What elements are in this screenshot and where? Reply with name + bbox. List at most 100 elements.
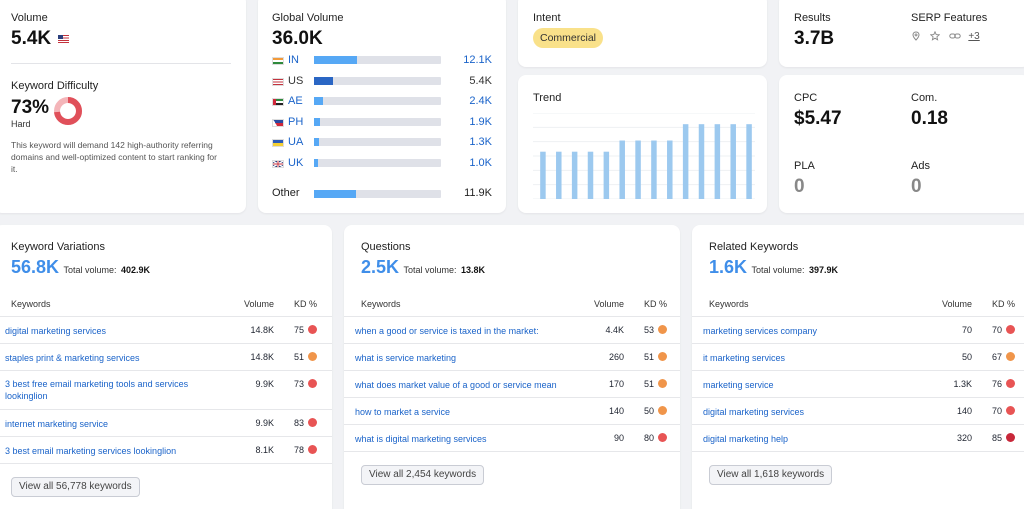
table-title: Keyword Variations <box>11 241 105 253</box>
kd-dot-icon <box>1006 379 1015 388</box>
keyword-link[interactable]: how to market a service <box>355 407 451 417</box>
uae-flag-icon <box>272 98 284 107</box>
keyword-link[interactable]: digital marketing services <box>703 407 805 417</box>
keyword-link[interactable]: marketing services company <box>703 326 818 336</box>
table-row: what is service marketing 260 51 <box>344 343 680 370</box>
country-bar-ua <box>314 138 441 147</box>
serp-more-link[interactable]: +3 <box>968 31 980 42</box>
keyword-volume: 140 <box>956 406 972 416</box>
keyword-link[interactable]: digital marketing services <box>5 326 107 336</box>
country-code-ph[interactable]: PH <box>288 115 304 128</box>
keyword-link[interactable]: 3 best email marketing services lookingl… <box>5 446 177 456</box>
keyword-link[interactable]: when a good or service is taxed in the m… <box>355 326 539 336</box>
view-all-button[interactable]: View all 2,454 keywords <box>361 465 485 485</box>
trend-label: Trend <box>533 92 562 104</box>
country-bar-fill <box>314 138 320 147</box>
trend-bar[interactable] <box>571 151 578 199</box>
trend-bar[interactable] <box>587 151 594 199</box>
country-volume-ua[interactable]: 1.3K <box>469 136 492 149</box>
keyword-volume: 50 <box>961 352 972 362</box>
country-volume-ae[interactable]: 2.4K <box>469 95 492 108</box>
trend-bar[interactable] <box>714 124 721 199</box>
ads-label: Ads <box>911 160 930 172</box>
serp-features-label: SERP Features <box>911 12 988 24</box>
india-flag-icon <box>272 57 284 65</box>
keyword-kd: 85 <box>991 433 1002 443</box>
col-kd[interactable]: KD % <box>293 299 317 309</box>
trend-bar[interactable] <box>635 140 641 199</box>
col-kd[interactable]: KD % <box>643 299 667 309</box>
table-row: marketing services company 70 70 <box>692 316 1024 343</box>
col-volume[interactable]: Volume <box>243 299 274 309</box>
country-code-ua[interactable]: UA <box>288 136 304 149</box>
country-bar-ae <box>314 97 441 106</box>
keyword-kd: 78 <box>293 445 304 455</box>
global-volume-label: Global Volume <box>272 12 344 24</box>
trend-bar[interactable] <box>682 124 689 199</box>
view-all-button[interactable]: View all 1,618 keywords <box>709 465 833 485</box>
keyword-link[interactable]: digital marketing help <box>703 434 789 444</box>
keyword-link[interactable]: marketing service <box>703 380 774 390</box>
keyword-volume: 70 <box>961 325 972 335</box>
kd-dot-icon <box>1006 406 1015 415</box>
keyword-kd: 70 <box>991 325 1002 335</box>
keyword-kd: 75 <box>293 325 304 335</box>
trend-bar[interactable] <box>698 124 705 199</box>
keyword-volume: 170 <box>608 379 624 389</box>
country-volume-uk[interactable]: 1.0K <box>469 157 492 169</box>
star-icon[interactable] <box>929 31 940 42</box>
table-row: what is digital marketing services 90 80 <box>344 424 680 451</box>
table-row: 3 best free email marketing tools and se… <box>0 370 332 409</box>
col-volume[interactable]: Volume <box>941 299 972 309</box>
country-code-uk[interactable]: UK <box>288 157 304 169</box>
country-bar-fill <box>314 97 323 106</box>
trend-bar[interactable] <box>540 151 546 199</box>
country-volume-in[interactable]: 12.1K <box>463 54 492 66</box>
intent-card: Intent Commercial <box>518 0 767 67</box>
kd-percent: 73% <box>11 97 50 118</box>
philippines-flag-icon <box>272 118 284 127</box>
trend-bar[interactable] <box>746 124 752 199</box>
trend-bar[interactable] <box>667 140 673 199</box>
col-volume[interactable]: Volume <box>593 299 624 309</box>
location-pin-icon[interactable] <box>911 31 921 42</box>
trend-bar[interactable] <box>619 140 625 199</box>
other-label: Other <box>272 187 300 199</box>
keyword-link[interactable]: staples print & marketing services <box>5 353 140 363</box>
col-kd[interactable]: KD % <box>991 299 1015 309</box>
keyword-link[interactable]: what is digital marketing services <box>355 434 487 444</box>
link-icon[interactable] <box>948 31 961 41</box>
country-code-in[interactable]: IN <box>288 54 299 66</box>
country-code-ae[interactable]: AE <box>288 95 303 108</box>
volume-value: 5.4K <box>11 28 70 50</box>
keyword-link[interactable]: 3 best free email marketing tools and se… <box>5 379 189 401</box>
keyword-kd: 51 <box>643 379 654 389</box>
kd-dot-icon <box>658 433 667 442</box>
country-bar-fill <box>314 159 318 167</box>
table-row: marketing service 1.3K 76 <box>692 370 1024 397</box>
trend-bar[interactable] <box>730 124 736 199</box>
country-volume-ph[interactable]: 1.9K <box>469 115 492 128</box>
keyword-kd: 73 <box>293 379 304 389</box>
trend-card: Trend <box>518 75 767 213</box>
keyword-kd: 53 <box>643 325 654 335</box>
keyword-kd: 80 <box>643 433 654 443</box>
col-keywords: Keywords <box>11 299 51 309</box>
intent-badge[interactable]: Commercial <box>533 28 604 48</box>
keyword-link[interactable]: internet marketing service <box>5 419 109 429</box>
trend-chart <box>533 113 755 199</box>
keyword-link[interactable]: what is service marketing <box>355 353 457 363</box>
com-label: Com. <box>911 92 938 104</box>
keyword-link[interactable]: what does market value of a good or serv… <box>355 380 557 390</box>
volume-number: 5.4K <box>11 28 52 49</box>
keyword-kd: 50 <box>643 406 654 416</box>
trend-bar[interactable] <box>603 151 610 199</box>
intent-label: Intent <box>533 12 561 24</box>
keyword-link[interactable]: it marketing services <box>703 353 786 363</box>
keyword-volume: 320 <box>956 433 972 443</box>
view-all-button[interactable]: View all 56,778 keywords <box>11 477 140 497</box>
trend-bar[interactable] <box>651 140 657 199</box>
col-keywords: Keywords <box>361 299 401 309</box>
trend-bar[interactable] <box>556 151 562 199</box>
keyword-volume: 14.8K <box>250 325 274 335</box>
